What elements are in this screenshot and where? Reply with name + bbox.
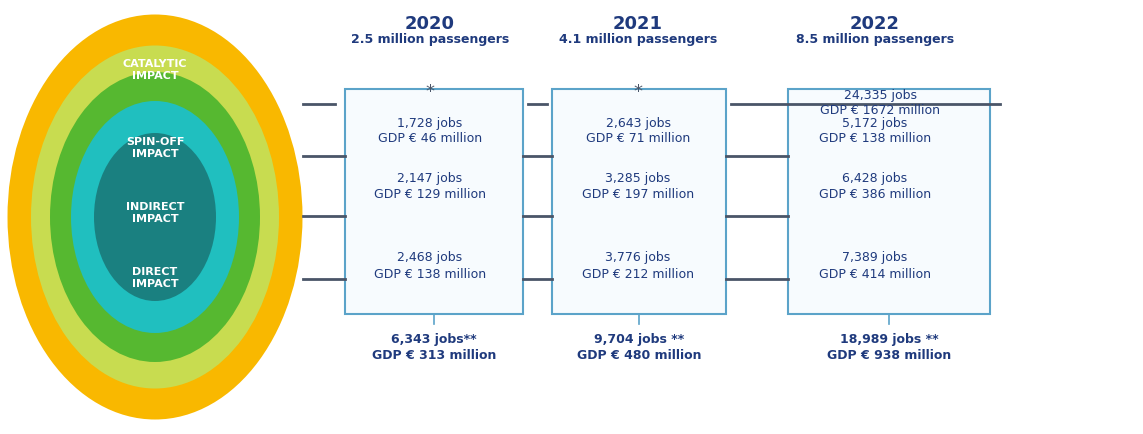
Text: GDP € 386 million: GDP € 386 million xyxy=(818,188,932,201)
Text: 2.5 million passengers: 2.5 million passengers xyxy=(351,33,509,46)
Ellipse shape xyxy=(8,16,303,420)
Text: 7,389 jobs: 7,389 jobs xyxy=(842,251,908,264)
Text: 2021: 2021 xyxy=(613,15,663,33)
Text: 5,172 jobs: 5,172 jobs xyxy=(842,116,908,129)
Text: GDP € 138 million: GDP € 138 million xyxy=(374,267,486,280)
Text: GDP € 197 million: GDP € 197 million xyxy=(582,188,694,201)
Text: 1,728 jobs: 1,728 jobs xyxy=(398,116,463,129)
FancyBboxPatch shape xyxy=(345,90,523,314)
Text: 6,343 jobs**: 6,343 jobs** xyxy=(391,332,477,345)
Text: 2022: 2022 xyxy=(850,15,900,33)
Ellipse shape xyxy=(50,73,259,362)
Text: 4.1 million passengers: 4.1 million passengers xyxy=(559,33,717,46)
Text: 2020: 2020 xyxy=(405,15,455,33)
Text: GDP € 71 million: GDP € 71 million xyxy=(586,132,690,145)
Text: 8.5 million passengers: 8.5 million passengers xyxy=(796,33,954,46)
FancyBboxPatch shape xyxy=(552,90,726,314)
Text: GDP € 138 million: GDP € 138 million xyxy=(818,132,932,145)
Text: 9,704 jobs **: 9,704 jobs ** xyxy=(594,332,685,345)
Ellipse shape xyxy=(31,46,279,388)
Text: GDP € 414 million: GDP € 414 million xyxy=(820,267,932,280)
Text: CATALYTIC
IMPACT: CATALYTIC IMPACT xyxy=(122,59,187,81)
Text: GDP € 129 million: GDP € 129 million xyxy=(374,188,486,201)
Text: GDP € 1672 million: GDP € 1672 million xyxy=(820,104,940,117)
Text: INDIRECT
IMPACT: INDIRECT IMPACT xyxy=(126,201,184,224)
Text: 24,335 jobs: 24,335 jobs xyxy=(844,88,917,101)
Text: SPIN-OFF
IMPACT: SPIN-OFF IMPACT xyxy=(126,136,184,159)
Text: GDP € 212 million: GDP € 212 million xyxy=(582,267,694,280)
Text: 2,643 jobs: 2,643 jobs xyxy=(606,116,671,129)
Text: GDP € 313 million: GDP € 313 million xyxy=(371,348,496,361)
Text: 6,428 jobs: 6,428 jobs xyxy=(842,172,908,185)
Text: 3,776 jobs: 3,776 jobs xyxy=(606,251,671,264)
Text: *: * xyxy=(425,83,434,101)
Text: DIRECT
IMPACT: DIRECT IMPACT xyxy=(131,266,178,289)
Ellipse shape xyxy=(94,134,216,301)
Text: 18,989 jobs **: 18,989 jobs ** xyxy=(840,332,938,345)
Text: 3,285 jobs: 3,285 jobs xyxy=(606,172,671,185)
FancyBboxPatch shape xyxy=(788,90,990,314)
Text: GDP € 480 million: GDP € 480 million xyxy=(577,348,702,361)
Text: 2,147 jobs: 2,147 jobs xyxy=(398,172,463,185)
Text: GDP € 46 million: GDP € 46 million xyxy=(378,132,482,145)
Text: *: * xyxy=(633,83,642,101)
Text: GDP € 938 million: GDP € 938 million xyxy=(826,348,951,361)
Text: 2,468 jobs: 2,468 jobs xyxy=(398,251,463,264)
Ellipse shape xyxy=(71,102,239,333)
